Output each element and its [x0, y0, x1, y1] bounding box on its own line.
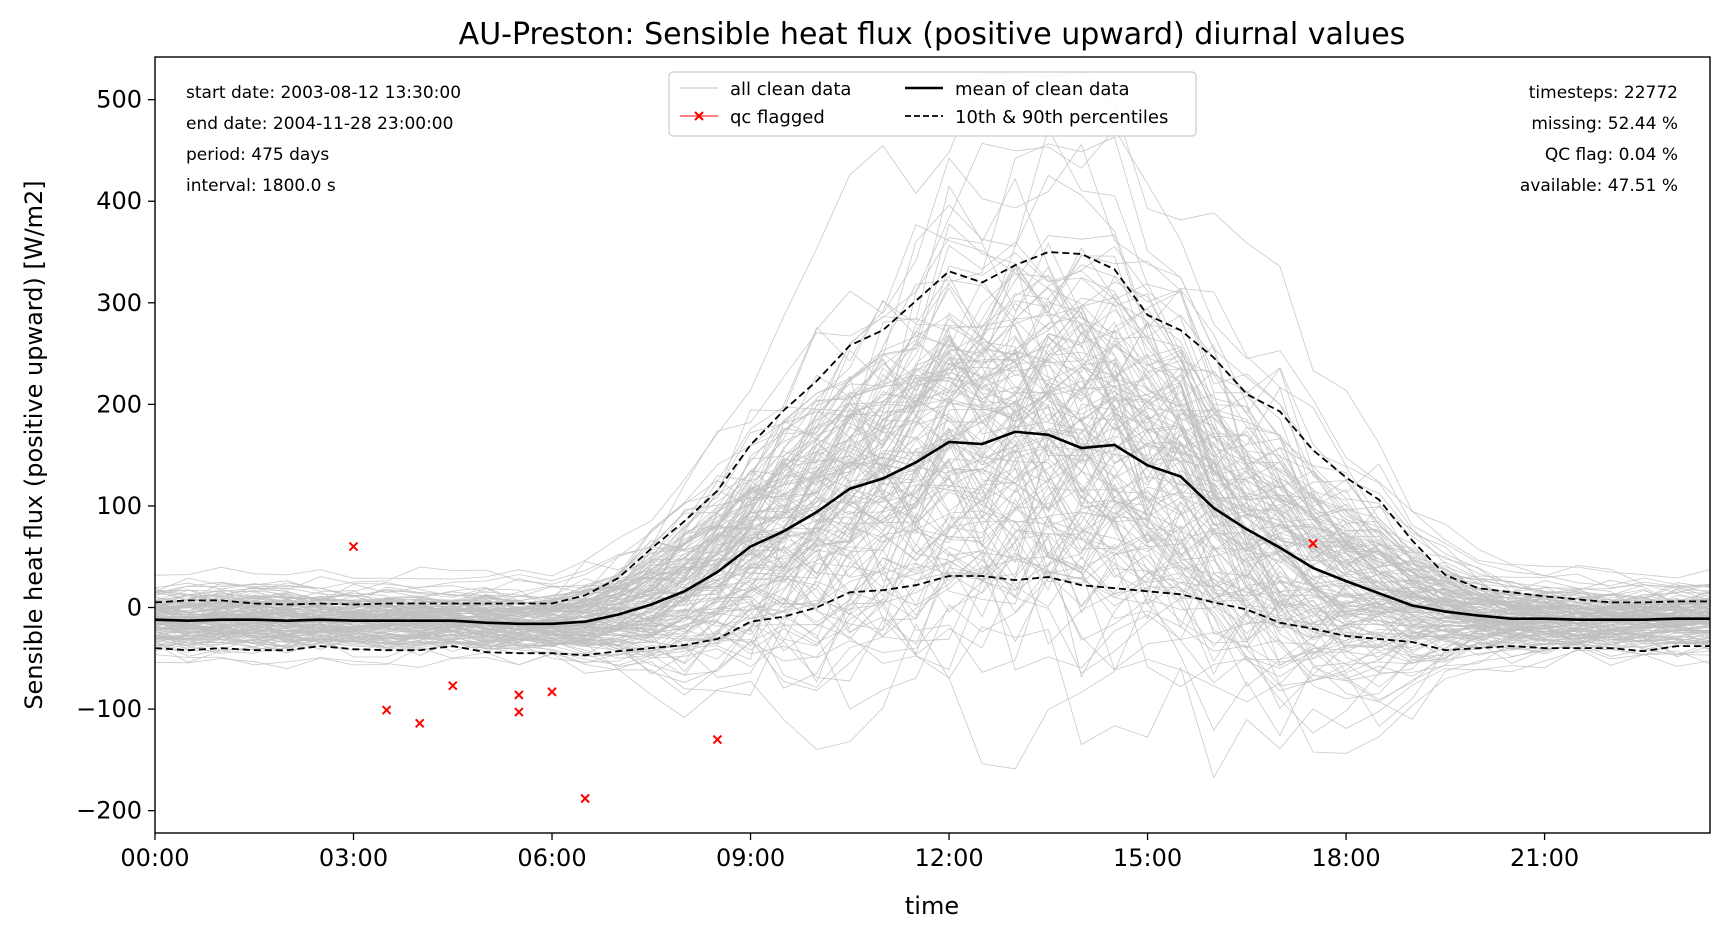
qc-flagged-point: [580, 793, 590, 804]
clean-data-lines: [155, 71, 1710, 779]
clean-data-line: [155, 535, 1710, 674]
legend-qc-marker: [694, 111, 704, 121]
qc-flagged-point: [712, 734, 723, 745]
clean-data-line: [155, 530, 1710, 703]
x-tick-label: 18:00: [1311, 844, 1380, 872]
clean-data-line: [155, 408, 1710, 625]
y-tick-label: 200: [96, 390, 142, 418]
x-tick-label: 15:00: [1113, 844, 1182, 872]
y-tick-label: −100: [76, 695, 142, 723]
clean-data-line: [155, 175, 1710, 615]
clean-data-line: [155, 127, 1710, 608]
clean-data-line: [155, 379, 1710, 631]
clean-data-line: [155, 518, 1710, 734]
legend-clean-label: all clean data: [730, 79, 851, 100]
clean-data-line: [155, 350, 1710, 623]
x-tick-label: 03:00: [319, 844, 388, 872]
info-end-date: end date: 2004-11-28 23:00:00: [186, 114, 453, 134]
y-tick-label: 0: [127, 594, 142, 622]
clean-data-line: [155, 297, 1710, 613]
qc-flagged-point: [381, 705, 392, 715]
clean-data-line: [155, 331, 1710, 634]
clean-data-line: [155, 482, 1710, 688]
info-missing: missing: 52.44 %: [1531, 114, 1678, 134]
y-tick-label: 100: [96, 492, 142, 520]
x-tick-label: 00:00: [120, 844, 189, 872]
statistic-lines: [155, 251, 1710, 657]
clean-data-line: [155, 387, 1710, 644]
legend-box: [668, 71, 1197, 137]
info-period: period: 475 days: [186, 145, 329, 165]
clean-data-line: [155, 513, 1710, 682]
x-tick-label: 09:00: [716, 844, 785, 872]
qc-flagged-point: [448, 680, 458, 691]
clean-data-line: [155, 491, 1710, 692]
clean-data-line: [155, 526, 1710, 710]
x-axis-label: time: [905, 892, 959, 920]
clean-data-line: [155, 516, 1710, 666]
clean-data-line: [155, 530, 1710, 659]
clean-data-line: [155, 439, 1710, 642]
clean-data-line: [155, 478, 1710, 691]
info-right: timesteps: 22772 missing: 52.44 % QC fla…: [1520, 83, 1678, 196]
info-available: available: 47.51 %: [1520, 176, 1678, 196]
clean-data-line: [155, 352, 1710, 629]
plot-frame: [154, 56, 1711, 834]
info-timesteps: timesteps: 22772: [1529, 83, 1678, 103]
qc-flagged-point: [514, 707, 524, 717]
percentile-10-line: [155, 575, 1710, 657]
info-start-date: start date: 2003-08-12 13:30:00: [186, 83, 461, 103]
clean-data-line: [155, 457, 1710, 646]
clean-data-line: [155, 530, 1710, 670]
clean-data-line: [155, 321, 1710, 616]
qc-flagged-point: [348, 541, 359, 552]
info-qc-flag: QC flag: 0.04 %: [1545, 145, 1678, 165]
clean-data-line: [155, 279, 1710, 620]
clean-data-line: [155, 71, 1710, 580]
clean-data-line: [155, 325, 1710, 626]
clean-data-line: [155, 343, 1710, 647]
mean-line: [155, 430, 1710, 626]
clean-data-line: [155, 307, 1710, 623]
y-tick-label: 300: [96, 289, 142, 317]
y-tick-label: −200: [76, 797, 142, 825]
qc-flagged-point: [414, 718, 425, 729]
y-tick-label: 400: [96, 187, 142, 215]
x-tick-label: 21:00: [1510, 844, 1579, 872]
chart-title: AU-Preston: Sensible heat flux (positive…: [459, 17, 1406, 52]
qc-flagged-point: [1308, 538, 1318, 549]
legend-mean-label: mean of clean data: [955, 79, 1130, 100]
percentile-90-line: [155, 251, 1710, 606]
clean-data-line: [155, 297, 1710, 624]
clean-data-line: [155, 381, 1710, 630]
legend-percentile-label: 10th & 90th percentiles: [955, 107, 1168, 128]
clean-data-line: [155, 559, 1710, 754]
y-axis-label: Sensible heat flux (positive upward) [W/…: [20, 180, 48, 709]
y-axis: −200 −100 0 100 200 300 400 500: [76, 86, 155, 825]
legend-qc-label: qc flagged: [730, 107, 825, 128]
qc-flagged-points: [348, 538, 1318, 804]
info-left: start date: 2003-08-12 13:30:00 end date…: [186, 83, 461, 196]
x-tick-label: 12:00: [914, 844, 983, 872]
y-tick-label: 500: [96, 86, 142, 114]
qc-flagged-point: [547, 687, 557, 697]
clean-data-line: [155, 467, 1710, 652]
info-interval: interval: 1800.0 s: [186, 176, 336, 196]
clean-data-line: [155, 593, 1710, 770]
clean-data-line: [155, 335, 1710, 636]
clean-data-line: [155, 351, 1710, 618]
legend: all clean data qc flagged mean of clean …: [668, 71, 1197, 137]
x-tick-label: 06:00: [517, 844, 586, 872]
clean-data-line: [155, 364, 1710, 632]
x-axis: 00:00 03:00 06:00 09:00 12:00 15:00 18:00 21:00: [120, 833, 1579, 872]
qc-flagged-point: [514, 690, 524, 700]
clean-data-line: [155, 497, 1710, 672]
clean-data-line: [155, 178, 1710, 602]
clean-data-line: [155, 241, 1710, 608]
clean-data-line: [155, 354, 1710, 627]
